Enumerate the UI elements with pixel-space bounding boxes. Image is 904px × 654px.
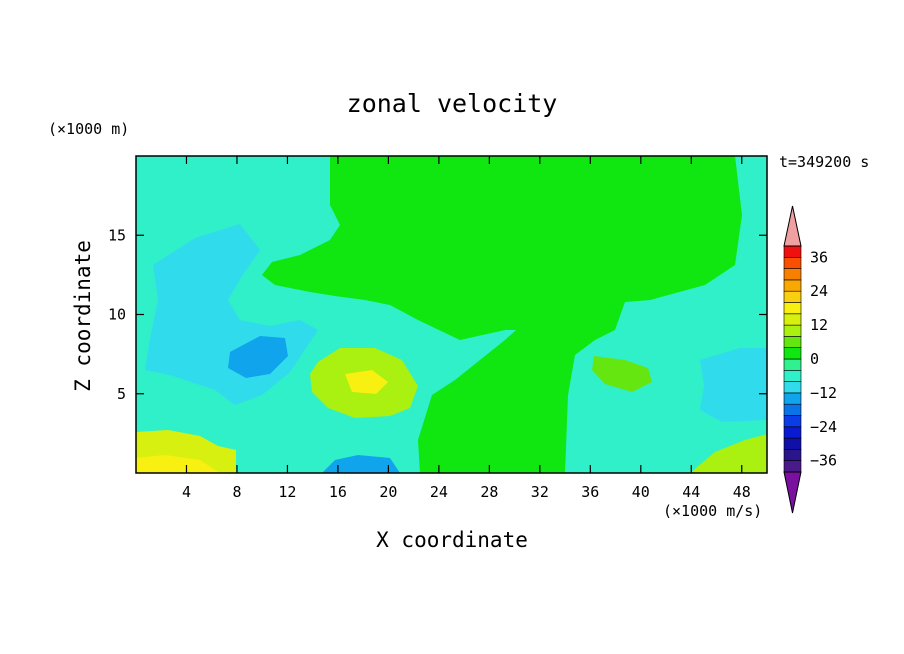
x-axis: 4 8 12 16 20 24 28 32 36 40 44 48 bbox=[182, 156, 751, 501]
field-region-upper-core bbox=[262, 156, 742, 473]
colorbar-band bbox=[783, 460, 802, 473]
y-axis-title: Z coordinate bbox=[71, 240, 95, 392]
colorbar-band bbox=[783, 302, 802, 315]
field-region-right-cyan-lobe bbox=[700, 348, 767, 422]
colorbar-label: 12 bbox=[810, 316, 828, 334]
colorbar-band bbox=[783, 279, 802, 292]
colorbar-label: 36 bbox=[810, 248, 828, 266]
x-unit-label: (×1000 m/s) bbox=[663, 502, 762, 520]
x-tick-label: 36 bbox=[581, 483, 599, 501]
colorbar-band bbox=[783, 437, 802, 450]
colorbar-label: 24 bbox=[810, 282, 828, 300]
y-tick-label: 5 bbox=[117, 385, 126, 403]
colorbar-band bbox=[783, 426, 802, 439]
colorbar-label: −12 bbox=[810, 384, 837, 402]
colorbar-band bbox=[783, 290, 802, 303]
y-axis: 5 10 15 bbox=[108, 226, 767, 403]
colorbar-band bbox=[783, 256, 802, 269]
field-region-surface-negative bbox=[322, 455, 400, 473]
x-tick-label: 48 bbox=[733, 483, 751, 501]
colorbar-band bbox=[783, 358, 802, 371]
colorbar-under-arrow bbox=[783, 471, 802, 514]
chart-title: zonal velocity bbox=[347, 89, 558, 118]
colorbar-band bbox=[783, 268, 802, 281]
x-tick-label: 24 bbox=[430, 483, 448, 501]
field-region-right-positive-cell bbox=[592, 356, 652, 392]
colorbar-band bbox=[783, 381, 802, 394]
field-region-mid-left-core bbox=[228, 336, 288, 378]
field-region-surface-right-jet bbox=[690, 434, 767, 473]
x-tick-label: 44 bbox=[682, 483, 700, 501]
colorbar-band bbox=[783, 347, 802, 360]
colorbar-band bbox=[783, 392, 802, 405]
colorbar-band bbox=[783, 336, 802, 348]
colorbar-band bbox=[783, 313, 802, 326]
field-region-surface-left-core bbox=[136, 455, 220, 473]
x-tick-label: 12 bbox=[278, 483, 296, 501]
x-tick-label: 4 bbox=[182, 483, 191, 501]
y-tick-label: 15 bbox=[108, 226, 126, 244]
colorbar-label: 0 bbox=[810, 350, 819, 368]
colorbar-label: −24 bbox=[810, 418, 837, 436]
colorbar: 36 24 12 0 −12 −24 −36 bbox=[783, 205, 837, 514]
y-unit-label: (×1000 m) bbox=[48, 120, 129, 138]
colorbar-band bbox=[783, 369, 802, 382]
x-tick-label: 32 bbox=[531, 483, 549, 501]
colorbar-band bbox=[783, 449, 802, 461]
x-tick-label: 20 bbox=[379, 483, 397, 501]
x-tick-label: 28 bbox=[480, 483, 498, 501]
colorbar-band bbox=[783, 403, 802, 416]
colorbar-band bbox=[783, 415, 802, 428]
colorbar-label: −36 bbox=[810, 452, 837, 470]
field-region-mid-positive-core bbox=[345, 370, 388, 394]
colorbar-band bbox=[783, 324, 802, 337]
x-tick-label: 16 bbox=[329, 483, 347, 501]
x-axis-title: X coordinate bbox=[376, 528, 528, 552]
x-tick-label: 8 bbox=[232, 483, 241, 501]
velocity-field bbox=[136, 156, 767, 473]
time-label: t=349200 s bbox=[779, 153, 869, 171]
y-tick-label: 10 bbox=[108, 306, 126, 324]
colorbar-over-arrow bbox=[783, 205, 802, 247]
colorbar-band bbox=[783, 245, 802, 258]
x-tick-label: 40 bbox=[632, 483, 650, 501]
